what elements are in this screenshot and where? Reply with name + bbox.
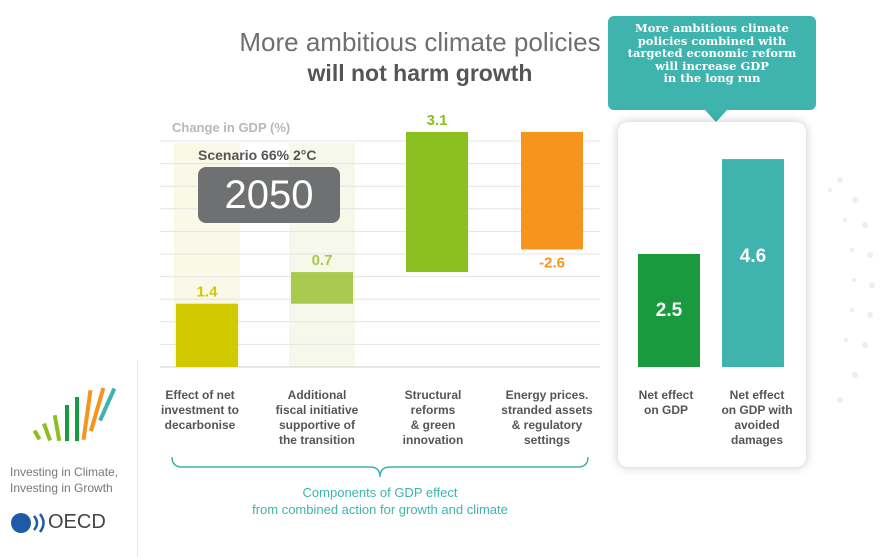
category-label-line: stranded assets: [501, 403, 593, 417]
oecd-globe-icon: [11, 513, 45, 533]
callout-line: will increase GDP: [655, 58, 769, 73]
investing-climate-logo: [32, 387, 117, 442]
category-label: Additional fiscal initiative supportive of…: [267, 388, 367, 448]
bar-6: [722, 159, 784, 367]
title-line2: will not harm growth: [307, 60, 533, 86]
category-label-line: Net effect: [638, 388, 694, 402]
category-label: Energy prices. stranded assets & regulator…: [497, 388, 597, 448]
bar-3: [406, 131, 468, 273]
footer-caption: Components of GDP effect from combined a…: [170, 484, 590, 518]
category-label-line: Net effect: [729, 388, 785, 402]
category-label-line: fiscal initiative: [275, 403, 359, 417]
left-divider: [137, 360, 138, 557]
footer-brace: [171, 456, 589, 478]
category-label: Net effect on GDP: [616, 388, 716, 418]
category-label-line: supportive of: [278, 418, 355, 432]
category-label-line: the transition: [278, 433, 355, 447]
value-label-4: -2.6: [539, 254, 565, 271]
callout-pointer: [705, 110, 727, 122]
category-label-line: Structural: [404, 388, 462, 402]
category-label-line: Effect of net: [165, 388, 235, 402]
category-label-line: decarbonise: [164, 418, 236, 432]
category-label: Net effect on GDP with avoided damages: [707, 388, 807, 448]
category-label-line: settings: [523, 433, 570, 447]
decorative-globe: [828, 177, 875, 403]
category-label: Effect of net investment to decarbonise: [150, 388, 250, 433]
category-label-line: Energy prices.: [505, 388, 589, 402]
footer-caption-line: Components of GDP effect: [302, 485, 458, 500]
callout-line: in the long run: [663, 71, 761, 85]
callout-line: policies combined with: [637, 33, 787, 48]
bar-4: [521, 131, 583, 250]
category-label-line: on GDP with: [721, 403, 793, 417]
tagline-line: Investing in Climate,: [10, 465, 119, 479]
value-label-5: 2.5: [656, 300, 683, 321]
category-label: Structural reforms & green innovation: [383, 388, 483, 448]
title-line1: More ambitious climate policies: [239, 27, 601, 57]
callout-line: More ambitious climate: [635, 21, 789, 35]
value-label-1: 1.4: [197, 284, 219, 301]
tagline-line: Investing in Growth: [10, 481, 113, 495]
category-label-line: & green: [410, 418, 456, 432]
bar-1: [176, 303, 238, 367]
value-label-6: 4.6: [740, 246, 766, 267]
callout-box: More ambitious climate policies combined…: [608, 16, 816, 110]
bar-5: [638, 254, 700, 367]
category-label-line: damages: [730, 433, 784, 447]
year-badge: 2050: [198, 167, 340, 223]
scenario-label: Scenario 66% 2°C: [198, 147, 317, 163]
value-label-2: 0.7: [312, 252, 333, 269]
y-axis-label: Change in GDP (%): [172, 120, 291, 135]
value-label-3: 3.1: [427, 112, 448, 129]
bar-2: [291, 272, 353, 304]
category-label-line: reforms: [410, 403, 456, 417]
oecd-logo-text: OECD: [48, 511, 106, 533]
footer-caption-line: from combined action for growth and clim…: [252, 502, 508, 517]
tagline: Investing in Climate, Investing in Growt…: [10, 464, 130, 496]
callout-line: targeted economic reform: [627, 46, 797, 60]
category-label-line: on GDP: [644, 403, 688, 417]
category-label-line: Additional: [287, 388, 347, 402]
category-label-line: investment to: [160, 403, 239, 417]
category-label-line: & regulatory: [511, 418, 583, 432]
category-label-line: avoided: [734, 418, 780, 432]
category-label-line: innovation: [402, 433, 464, 447]
